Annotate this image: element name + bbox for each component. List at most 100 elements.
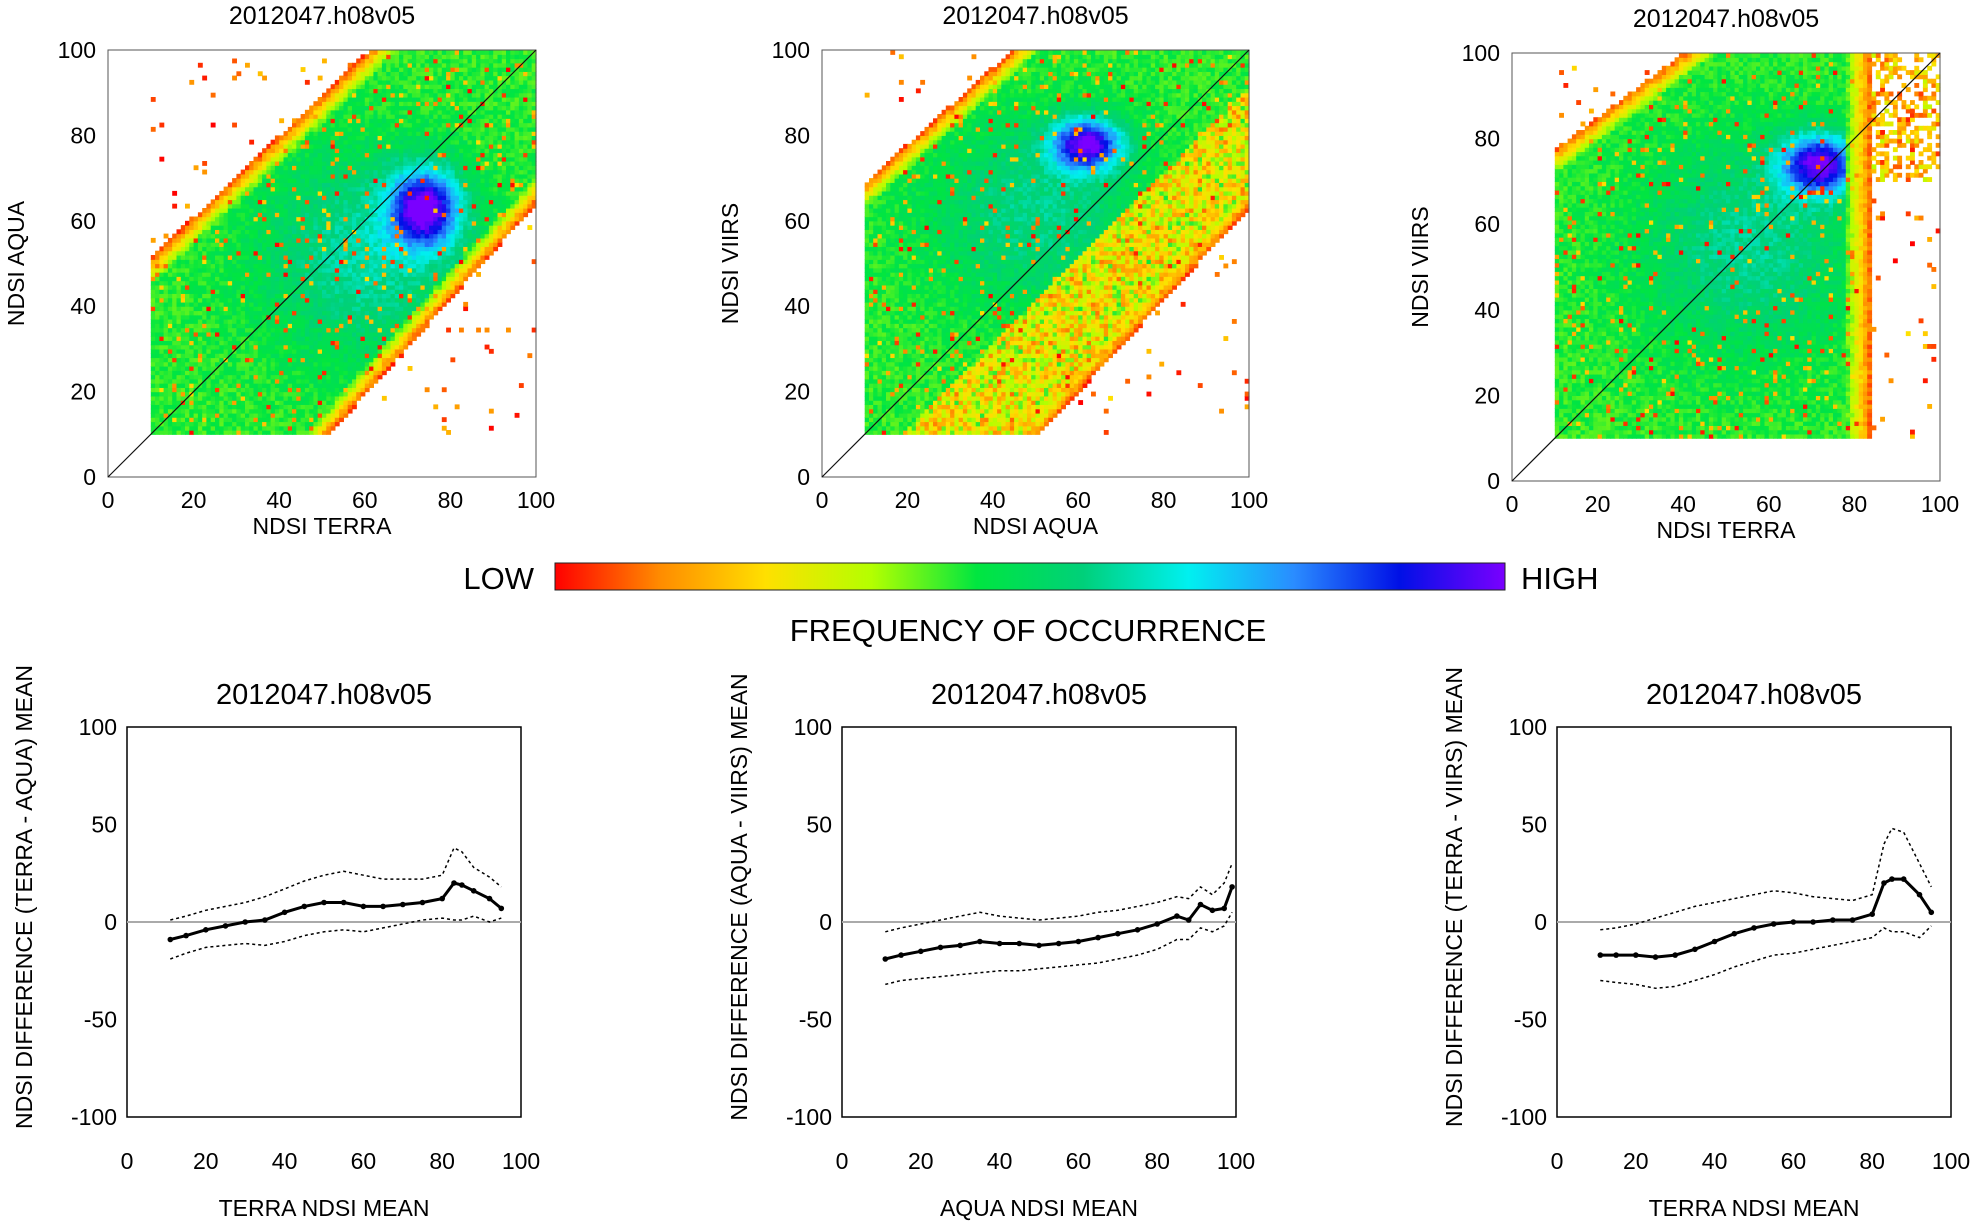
heatmap-cell [386,105,392,111]
heatmap-cell [219,229,225,235]
heatmap-cell [236,425,242,431]
heatmap-cell [240,182,246,188]
heatmap-cell [322,400,327,405]
heatmap-cell [330,357,336,363]
heatmap-cell [223,233,229,239]
heatmap-cell [356,366,362,371]
heatmap-cell [215,297,220,303]
heatmap-cell [352,195,357,201]
heatmap-cell [296,323,302,329]
heatmap-cell [356,395,362,401]
heatmap-cell [262,314,267,320]
heatmap-cell [433,216,439,222]
heatmap-cell [210,263,216,269]
heatmap-cell [377,250,383,256]
heatmap-cell [330,387,336,393]
heatmap-cell [420,272,426,277]
heatmap-cell [240,378,246,384]
heatmap-cell [364,229,370,235]
heatmap-cell [313,336,319,341]
heatmap-cell [360,370,366,376]
heatmap-cell [300,370,306,376]
heatmap-cell [416,195,422,201]
heatmap-cell [292,250,297,256]
heatmap-cell [352,387,357,393]
heatmap-cell [313,272,319,277]
heatmap-cell [270,143,276,149]
heatmap-cell [274,242,280,247]
heatmap-cell [394,97,400,102]
heatmap-cell [364,340,370,346]
heatmap-cell [206,421,212,427]
heatmap-cell [167,255,173,260]
heatmap-cell [266,267,272,273]
heatmap-cell [330,310,336,316]
heatmap-cell [356,391,362,397]
heatmap-cell [411,105,417,111]
heatmap-cell [416,101,422,107]
heatmap-cell [390,50,396,55]
heatmap-cell [279,374,285,380]
heatmap-cell [411,84,417,90]
heatmap-cell [326,199,332,205]
heatmap-cell [343,374,349,380]
heatmap-cell [347,122,353,128]
heatmap-cell [317,293,323,299]
heatmap-cell [283,233,289,239]
heatmap-cell [309,276,315,282]
heatmap-cell [381,212,387,218]
heatmap-cell [411,255,417,260]
heatmap-cell [437,284,443,290]
heatmap-cell [210,225,216,230]
heatmap-cell [463,242,469,247]
heatmap-cell [339,131,344,136]
heatmap-cell [287,272,293,277]
heatmap-cell [369,92,374,98]
heatmap-cell [403,135,409,141]
heatmap-cell [420,203,426,209]
heatmap-cell [313,391,319,397]
heatmap-cell [257,395,263,401]
heatmap-cell [450,263,456,269]
heatmap-cell [407,250,413,256]
heatmap-cell [347,97,353,102]
heatmap-cell [287,229,293,235]
heatmap-cell [403,242,409,247]
heatmap-cell [446,71,451,77]
heatmap-cell [292,152,297,158]
heatmap-cell [249,237,255,243]
heatmap-cell [210,203,216,209]
heatmap-cell [369,366,374,371]
heatmap-cell [322,255,327,260]
heatmap-cell [386,340,392,346]
heatmap-cell [347,84,353,90]
heatmap-cell [270,344,276,350]
heatmap-cell [356,331,362,337]
heatmap-cell [424,314,430,320]
heatmap-cell [215,220,220,226]
heatmap-cell [450,229,456,235]
heatmap-cell [292,255,297,260]
heatmap-cell [300,126,306,132]
heatmap-cell [232,297,237,303]
heatmap-cell [292,374,297,380]
heatmap-cell [292,327,297,333]
heatmap-cell [330,408,336,414]
heatmap-cell [189,387,195,393]
heatmap-cell [155,361,160,367]
heatmap-cell [300,255,306,260]
heatmap-cell [326,190,332,196]
heatmap-cell [420,152,426,158]
heatmap-cell [377,331,383,337]
heatmap-cell [446,114,451,119]
heatmap-cell [343,289,349,294]
heatmap-cell [249,383,255,388]
heatmap-cell [283,387,289,393]
heatmap-cell [339,267,344,273]
heatmap-cell [236,395,242,401]
heatmap-cell [450,203,456,209]
heatmap-cell [356,126,362,132]
heatmap-cell [197,255,203,260]
heatmap-cell [240,391,246,397]
heatmap-cell [343,340,349,346]
